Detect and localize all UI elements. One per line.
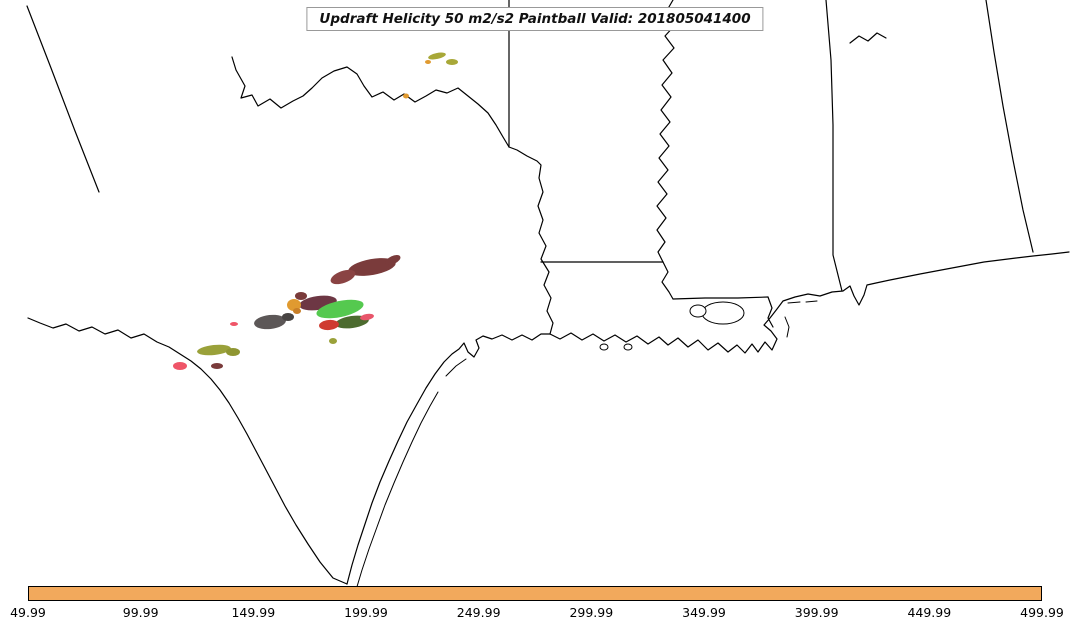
x-tick-label: 49.99 bbox=[10, 605, 46, 620]
x-tick-label: 199.99 bbox=[344, 605, 388, 620]
lake-outline bbox=[689, 304, 707, 318]
state-outline bbox=[508, 146, 554, 335]
paintball-blob bbox=[173, 362, 187, 370]
coastal-island-outline bbox=[787, 301, 801, 304]
paintball-blob bbox=[428, 52, 446, 60]
x-tick-label: 499.99 bbox=[1020, 605, 1064, 620]
lake-outline bbox=[623, 343, 633, 351]
paintball-blob bbox=[226, 348, 240, 356]
state-outline bbox=[661, 261, 674, 300]
paintball-blob bbox=[254, 314, 286, 330]
coastal-island-outline bbox=[445, 358, 467, 377]
paintball-blob bbox=[403, 93, 409, 99]
paintball-blob bbox=[287, 299, 301, 311]
state-outline bbox=[656, 0, 677, 263]
paintball-blob bbox=[385, 255, 401, 265]
lake-outline bbox=[701, 301, 745, 325]
state-outline bbox=[346, 251, 1070, 585]
coastal-island-outline bbox=[355, 391, 439, 591]
x-axis-tick-labels: 49.99 99.99 149.99 199.99 249.99 299.99 349.99… bbox=[10, 605, 1064, 623]
x-tick-label: 249.99 bbox=[456, 605, 501, 620]
state-outline bbox=[27, 317, 348, 585]
paintball-blob bbox=[329, 338, 337, 344]
paintball-blob bbox=[197, 344, 231, 356]
x-tick-label: 449.99 bbox=[907, 605, 952, 620]
state-outline bbox=[26, 5, 100, 193]
paintball-blob bbox=[319, 319, 339, 331]
x-tick-label: 349.99 bbox=[682, 605, 726, 620]
paintball-blob bbox=[230, 322, 238, 326]
state-outline bbox=[672, 296, 769, 300]
paintball-blob bbox=[211, 363, 223, 369]
state-outline bbox=[849, 32, 887, 44]
paintball-blob bbox=[295, 292, 307, 300]
coastal-island-outline bbox=[784, 316, 790, 338]
state-outline bbox=[231, 56, 510, 148]
x-tick-label: 299.99 bbox=[569, 605, 614, 620]
paintball-blob bbox=[330, 269, 356, 285]
paintball-blob bbox=[446, 59, 458, 65]
plot-title: Updraft Helicity 50 m2/s2 Paintball Vali… bbox=[306, 7, 764, 31]
paintball-blob bbox=[348, 258, 396, 276]
colorbar bbox=[28, 586, 1042, 601]
lake-outline bbox=[599, 343, 609, 351]
paintball-blob bbox=[282, 313, 294, 321]
paintball-blob bbox=[293, 308, 301, 314]
paintball-blob bbox=[316, 299, 364, 319]
x-tick-label: 99.99 bbox=[122, 605, 159, 620]
x-tick-label: 399.99 bbox=[794, 605, 839, 620]
state-outline bbox=[767, 296, 774, 328]
paintball-blob bbox=[360, 313, 374, 321]
coastal-island-outline bbox=[805, 300, 818, 303]
paintball-blob bbox=[425, 60, 431, 64]
state-outline bbox=[825, 0, 843, 292]
x-tick-label: 149.99 bbox=[231, 605, 276, 620]
state-outline bbox=[985, 0, 1034, 253]
